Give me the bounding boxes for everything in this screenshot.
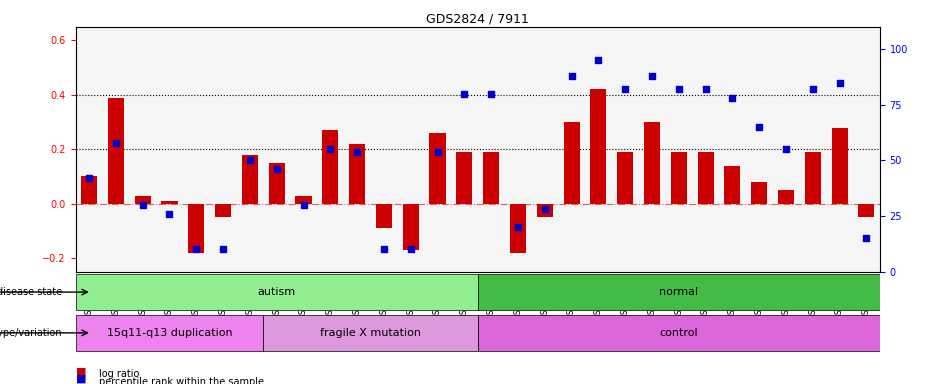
Point bbox=[832, 79, 848, 86]
Bar bbox=[81, 177, 97, 204]
Point bbox=[618, 86, 633, 92]
Point bbox=[108, 139, 123, 146]
FancyBboxPatch shape bbox=[478, 274, 880, 310]
Bar bbox=[590, 89, 606, 204]
Text: normal: normal bbox=[659, 287, 698, 297]
Point bbox=[162, 211, 177, 217]
Bar bbox=[671, 152, 687, 204]
Point bbox=[752, 124, 767, 130]
Bar bbox=[778, 190, 794, 204]
Bar bbox=[403, 204, 419, 250]
Bar bbox=[697, 152, 713, 204]
Text: 15q11-q13 duplication: 15q11-q13 duplication bbox=[107, 328, 233, 338]
FancyBboxPatch shape bbox=[76, 274, 478, 310]
Text: genotype/variation: genotype/variation bbox=[0, 328, 62, 338]
Text: control: control bbox=[659, 328, 698, 338]
Point bbox=[81, 175, 96, 181]
Point bbox=[698, 86, 713, 92]
Bar bbox=[564, 122, 580, 204]
Bar bbox=[725, 166, 741, 204]
Text: disease state: disease state bbox=[0, 287, 62, 297]
Point bbox=[779, 146, 794, 152]
Text: fragile X mutation: fragile X mutation bbox=[320, 328, 421, 338]
Point bbox=[323, 146, 338, 152]
Bar bbox=[644, 122, 660, 204]
Point bbox=[511, 224, 526, 230]
Point bbox=[296, 202, 311, 208]
Text: ■: ■ bbox=[76, 374, 86, 384]
Point bbox=[403, 247, 418, 253]
Title: GDS2824 / 7911: GDS2824 / 7911 bbox=[427, 13, 529, 26]
Bar bbox=[832, 127, 848, 204]
Bar bbox=[456, 152, 472, 204]
Bar bbox=[349, 144, 365, 204]
Bar bbox=[188, 204, 204, 253]
Text: log ratio: log ratio bbox=[99, 369, 140, 379]
Point bbox=[725, 95, 740, 101]
Bar bbox=[751, 182, 767, 204]
Bar bbox=[215, 204, 231, 217]
Text: autism: autism bbox=[257, 287, 296, 297]
Point bbox=[377, 247, 392, 253]
Point bbox=[188, 247, 204, 253]
Bar bbox=[483, 152, 499, 204]
Point bbox=[644, 73, 659, 79]
Bar bbox=[162, 201, 178, 204]
Bar bbox=[323, 130, 339, 204]
Bar bbox=[376, 204, 392, 228]
Point bbox=[672, 86, 687, 92]
Bar bbox=[242, 155, 258, 204]
Text: ■: ■ bbox=[76, 366, 86, 376]
Bar bbox=[269, 163, 285, 204]
Point bbox=[269, 166, 284, 172]
Bar bbox=[858, 204, 874, 217]
Point bbox=[537, 206, 552, 212]
Point bbox=[805, 86, 820, 92]
Text: percentile rank within the sample: percentile rank within the sample bbox=[99, 377, 264, 384]
Bar bbox=[134, 195, 150, 204]
Point bbox=[859, 235, 874, 242]
Bar bbox=[536, 204, 552, 217]
FancyBboxPatch shape bbox=[76, 314, 263, 351]
Point bbox=[349, 149, 364, 155]
Bar bbox=[108, 98, 124, 204]
FancyBboxPatch shape bbox=[263, 314, 478, 351]
Point bbox=[216, 247, 231, 253]
Bar bbox=[510, 204, 526, 253]
Point bbox=[457, 91, 472, 97]
Bar bbox=[295, 195, 311, 204]
Point bbox=[483, 91, 499, 97]
Point bbox=[429, 149, 446, 155]
Bar bbox=[429, 133, 446, 204]
Point bbox=[242, 157, 257, 164]
Bar bbox=[805, 152, 821, 204]
Point bbox=[590, 57, 606, 63]
Point bbox=[564, 73, 579, 79]
Bar bbox=[617, 152, 633, 204]
Point bbox=[135, 202, 150, 208]
FancyBboxPatch shape bbox=[478, 314, 880, 351]
